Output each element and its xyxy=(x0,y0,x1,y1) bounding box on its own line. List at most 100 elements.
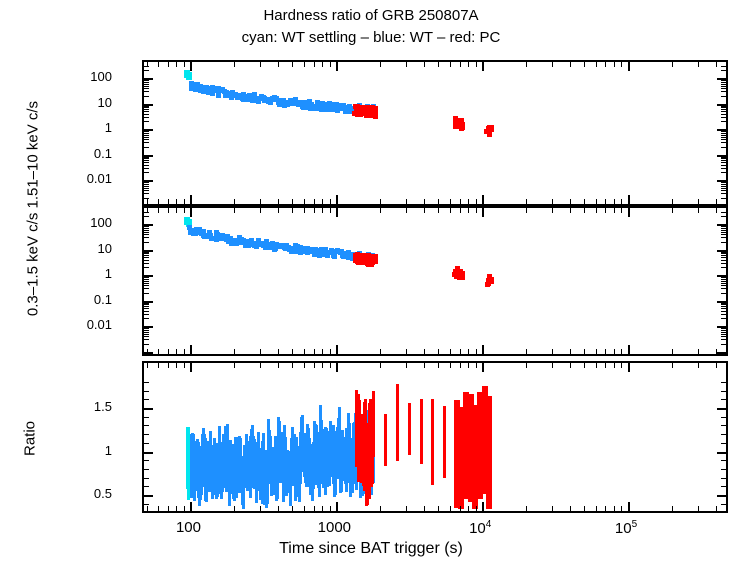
axis-tick xyxy=(721,197,726,199)
axis-tick xyxy=(144,278,149,280)
axis-tick xyxy=(405,506,407,511)
axis-tick xyxy=(721,136,726,138)
axis-tick xyxy=(721,111,726,113)
data-point xyxy=(360,254,366,260)
axis-tick xyxy=(144,282,149,284)
axis-tick xyxy=(717,300,726,303)
plot-area-ratio xyxy=(144,363,726,511)
axis-tick xyxy=(405,363,407,368)
data-point xyxy=(251,91,257,97)
data-point xyxy=(215,92,221,98)
axis-tick xyxy=(721,80,726,82)
axis-tick xyxy=(144,164,149,166)
axis-tick xyxy=(144,211,149,213)
axis-tick xyxy=(336,363,339,372)
axis-tick xyxy=(715,363,717,368)
axis-tick xyxy=(721,425,726,427)
axis-tick xyxy=(380,363,382,368)
axis-tick xyxy=(621,349,623,354)
data-point xyxy=(313,252,319,258)
axis-tick xyxy=(721,183,726,185)
data-point xyxy=(359,104,365,110)
axis-tick xyxy=(313,199,315,204)
data-point xyxy=(320,106,326,112)
data-point xyxy=(256,98,262,104)
axis-tick xyxy=(526,363,528,368)
panel-ratio xyxy=(142,361,728,513)
axis-tick xyxy=(144,318,149,320)
data-point xyxy=(297,247,303,253)
axis-tick xyxy=(721,113,726,115)
axis-tick xyxy=(721,381,726,383)
axis-tick xyxy=(721,253,726,255)
chart-title: Hardness ratio of GRB 250807A xyxy=(263,7,479,24)
data-point xyxy=(214,237,220,243)
axis-tick xyxy=(721,167,726,169)
data-point xyxy=(185,218,192,227)
axis-tick xyxy=(303,199,305,204)
axis-tick xyxy=(336,502,339,511)
axis-tick xyxy=(144,275,153,277)
axis-tick xyxy=(144,158,149,160)
axis-tick xyxy=(613,62,615,67)
axis-tick xyxy=(721,104,726,106)
axis-tick xyxy=(715,199,717,204)
axis-tick xyxy=(721,259,726,261)
axis-tick xyxy=(292,349,294,354)
y-tick-label-hard: 0.01 xyxy=(86,171,112,186)
axis-tick xyxy=(570,208,571,213)
axis-tick xyxy=(721,105,726,107)
axis-tick xyxy=(144,249,153,252)
axis-tick xyxy=(438,363,440,368)
axis-tick xyxy=(721,477,726,479)
axis-tick xyxy=(176,363,178,368)
axis-tick xyxy=(715,349,717,354)
data-point xyxy=(352,104,358,110)
error-bar xyxy=(226,423,230,471)
data-point xyxy=(291,99,297,105)
data-point xyxy=(244,96,250,102)
axis-tick xyxy=(183,349,185,354)
axis-tick xyxy=(613,506,615,511)
axis-tick xyxy=(144,116,149,118)
axis-tick xyxy=(721,292,726,294)
data-point xyxy=(455,271,461,277)
y-tick-label-hard: 1 xyxy=(104,120,112,135)
chart-subtitle: cyan: WT settling – blue: WT – red: PC xyxy=(241,29,501,46)
axis-tick xyxy=(721,211,726,213)
axis-tick xyxy=(144,251,149,253)
axis-tick xyxy=(144,468,149,470)
axis-tick xyxy=(717,275,726,277)
data-point xyxy=(348,108,354,114)
data-point xyxy=(270,241,276,247)
axis-tick xyxy=(721,399,726,401)
data-point xyxy=(301,104,307,110)
axis-tick xyxy=(234,349,236,354)
axis-tick xyxy=(405,349,407,354)
data-point xyxy=(486,128,492,134)
data-point xyxy=(326,249,332,255)
y-tick-label-ratio: 0.5 xyxy=(93,486,112,501)
axis-tick xyxy=(144,250,149,252)
axis-tick xyxy=(144,107,149,109)
axis-tick xyxy=(167,208,169,213)
axis-tick xyxy=(313,62,315,67)
axis-tick xyxy=(449,62,451,67)
axis-tick xyxy=(671,363,673,368)
axis-tick xyxy=(621,199,623,204)
axis-tick xyxy=(671,199,673,204)
data-point xyxy=(332,254,338,260)
data-point xyxy=(185,71,192,80)
axis-tick xyxy=(717,249,726,252)
axis-tick xyxy=(438,62,440,67)
axis-tick xyxy=(322,62,324,67)
axis-tick xyxy=(595,349,597,354)
error-bar xyxy=(383,413,387,467)
axis-tick xyxy=(697,62,699,67)
axis-tick xyxy=(449,349,451,354)
axis-tick xyxy=(329,62,331,67)
axis-tick xyxy=(405,62,407,67)
data-point xyxy=(277,101,283,107)
axis-tick xyxy=(144,129,153,131)
axis-tick xyxy=(190,62,193,71)
